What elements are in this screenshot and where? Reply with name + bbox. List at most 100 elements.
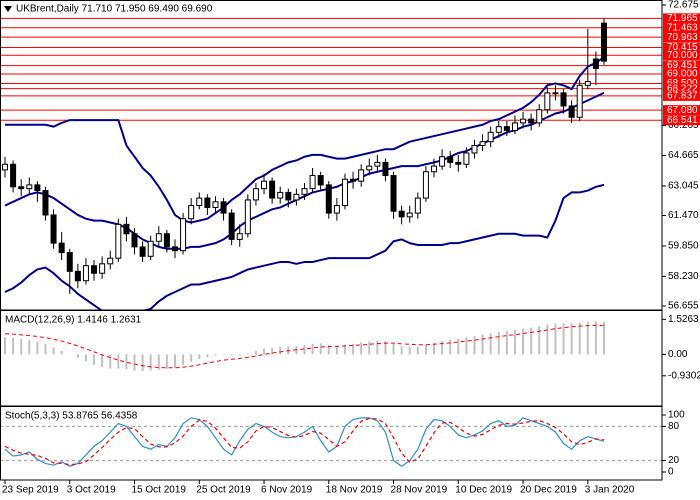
level-label: 66.541 xyxy=(667,115,698,126)
candle-body xyxy=(463,152,470,165)
y-tick-label: 58.230 xyxy=(668,271,699,282)
candle-body xyxy=(42,190,49,216)
candle-body xyxy=(228,212,235,240)
candle-body xyxy=(447,156,454,163)
level-label: 68.222 xyxy=(667,83,698,94)
candle-body xyxy=(592,58,599,69)
candle-body xyxy=(366,165,373,171)
y-tick-label: 100 xyxy=(668,410,685,421)
bollinger-band xyxy=(5,56,605,224)
symbol-icon xyxy=(4,6,12,12)
candle-body xyxy=(147,240,154,257)
x-tick-label: 20 Dec 2019 xyxy=(520,485,577,496)
x-tick-label: 28 Nov 2019 xyxy=(391,485,448,496)
candle-body xyxy=(107,257,114,265)
candle-body xyxy=(601,22,607,62)
macd-panel xyxy=(4,321,605,371)
x-tick-label: 25 Oct 2019 xyxy=(196,485,251,496)
candle-body xyxy=(479,141,486,146)
candle-body xyxy=(196,197,203,207)
candle-body xyxy=(269,180,276,199)
y-tick-label: -0.9302 xyxy=(668,370,700,381)
candle-body xyxy=(520,118,527,124)
candle-body xyxy=(50,214,57,244)
candle-body xyxy=(277,191,284,199)
level-label: 69.000 xyxy=(667,69,698,80)
candle-body xyxy=(10,163,17,188)
candle-body xyxy=(309,175,316,190)
y-tick-label: 61.470 xyxy=(668,210,699,221)
level-label: 71.965 xyxy=(667,13,698,24)
candle-body xyxy=(560,92,567,107)
candle-body xyxy=(82,265,89,282)
x-tick-label: 10 Dec 2019 xyxy=(455,485,512,496)
y-tick-label: 0 xyxy=(668,467,674,478)
level-label: 67.837 xyxy=(667,91,698,102)
candle-body xyxy=(163,233,170,248)
candle-body xyxy=(180,218,187,252)
level-label-box xyxy=(663,32,700,43)
level-label-box xyxy=(663,90,700,101)
level-label-box xyxy=(663,42,700,53)
level-label-box xyxy=(663,83,700,94)
candle-body xyxy=(350,178,357,182)
y-tick-label: 1.5263 xyxy=(668,314,699,325)
x-tick-label: 18 Nov 2019 xyxy=(326,485,383,496)
candle-body xyxy=(18,186,25,190)
candle-body xyxy=(139,246,146,257)
stoch-frame xyxy=(0,406,663,481)
x-tick-label: 15 Oct 2019 xyxy=(132,485,187,496)
candle-body xyxy=(293,193,300,201)
y-tick-label: 64.665 xyxy=(668,150,699,161)
candle-body xyxy=(406,212,413,218)
candle-body xyxy=(301,188,308,195)
level-label-box xyxy=(663,50,700,61)
candle-body xyxy=(398,210,405,218)
price-panel xyxy=(0,17,662,310)
price-title: UKBrent,Daily 71.710 71.950 69.490 69.69… xyxy=(16,4,213,15)
y-tick-label: 20 xyxy=(668,455,680,466)
candle-body xyxy=(414,197,421,214)
candle-body xyxy=(34,184,41,192)
candle-body xyxy=(544,92,551,111)
candle-body xyxy=(382,161,389,177)
macd-signal xyxy=(4,324,605,369)
candle-body xyxy=(325,184,332,214)
candle-body xyxy=(123,223,130,235)
candle-body xyxy=(528,118,535,124)
candle-body xyxy=(131,233,138,248)
candle-body xyxy=(317,175,324,186)
candle-body xyxy=(204,197,211,208)
macd-title: MACD(12,26,9) 1.4146 1.2631 xyxy=(5,315,142,326)
level-label-box xyxy=(663,69,700,80)
y-tick-label: 66.265 xyxy=(668,120,699,131)
y-tick-label: 59.850 xyxy=(668,241,699,252)
candle-body xyxy=(252,188,259,201)
x-tick-label: 23 Sep 2019 xyxy=(2,485,59,496)
level-label: 68.500 xyxy=(667,78,698,89)
y-tick-label: 72.675 xyxy=(668,0,699,11)
level-label-box xyxy=(663,60,700,71)
candle-body xyxy=(495,126,502,133)
candle-body xyxy=(422,171,429,199)
candle-body xyxy=(374,161,381,167)
level-label-box xyxy=(663,115,700,126)
candle-body xyxy=(439,156,446,167)
candle-body xyxy=(212,201,219,208)
x-tick-label: 6 Nov 2019 xyxy=(261,485,313,496)
x-tick-label: 3 Jan 2020 xyxy=(585,485,635,496)
candle-body xyxy=(261,180,268,190)
level-label-box xyxy=(663,78,700,89)
candle-body xyxy=(91,265,98,274)
y-tick-label: 56.655 xyxy=(668,301,699,312)
candle-body xyxy=(536,109,543,124)
candle-body xyxy=(236,233,243,240)
candle-body xyxy=(455,161,462,165)
candle-body xyxy=(341,178,348,207)
y-tick-label: 80 xyxy=(668,421,680,432)
candle-body xyxy=(358,169,365,182)
level-label: 70.000 xyxy=(667,50,698,61)
candle-body xyxy=(333,205,340,214)
